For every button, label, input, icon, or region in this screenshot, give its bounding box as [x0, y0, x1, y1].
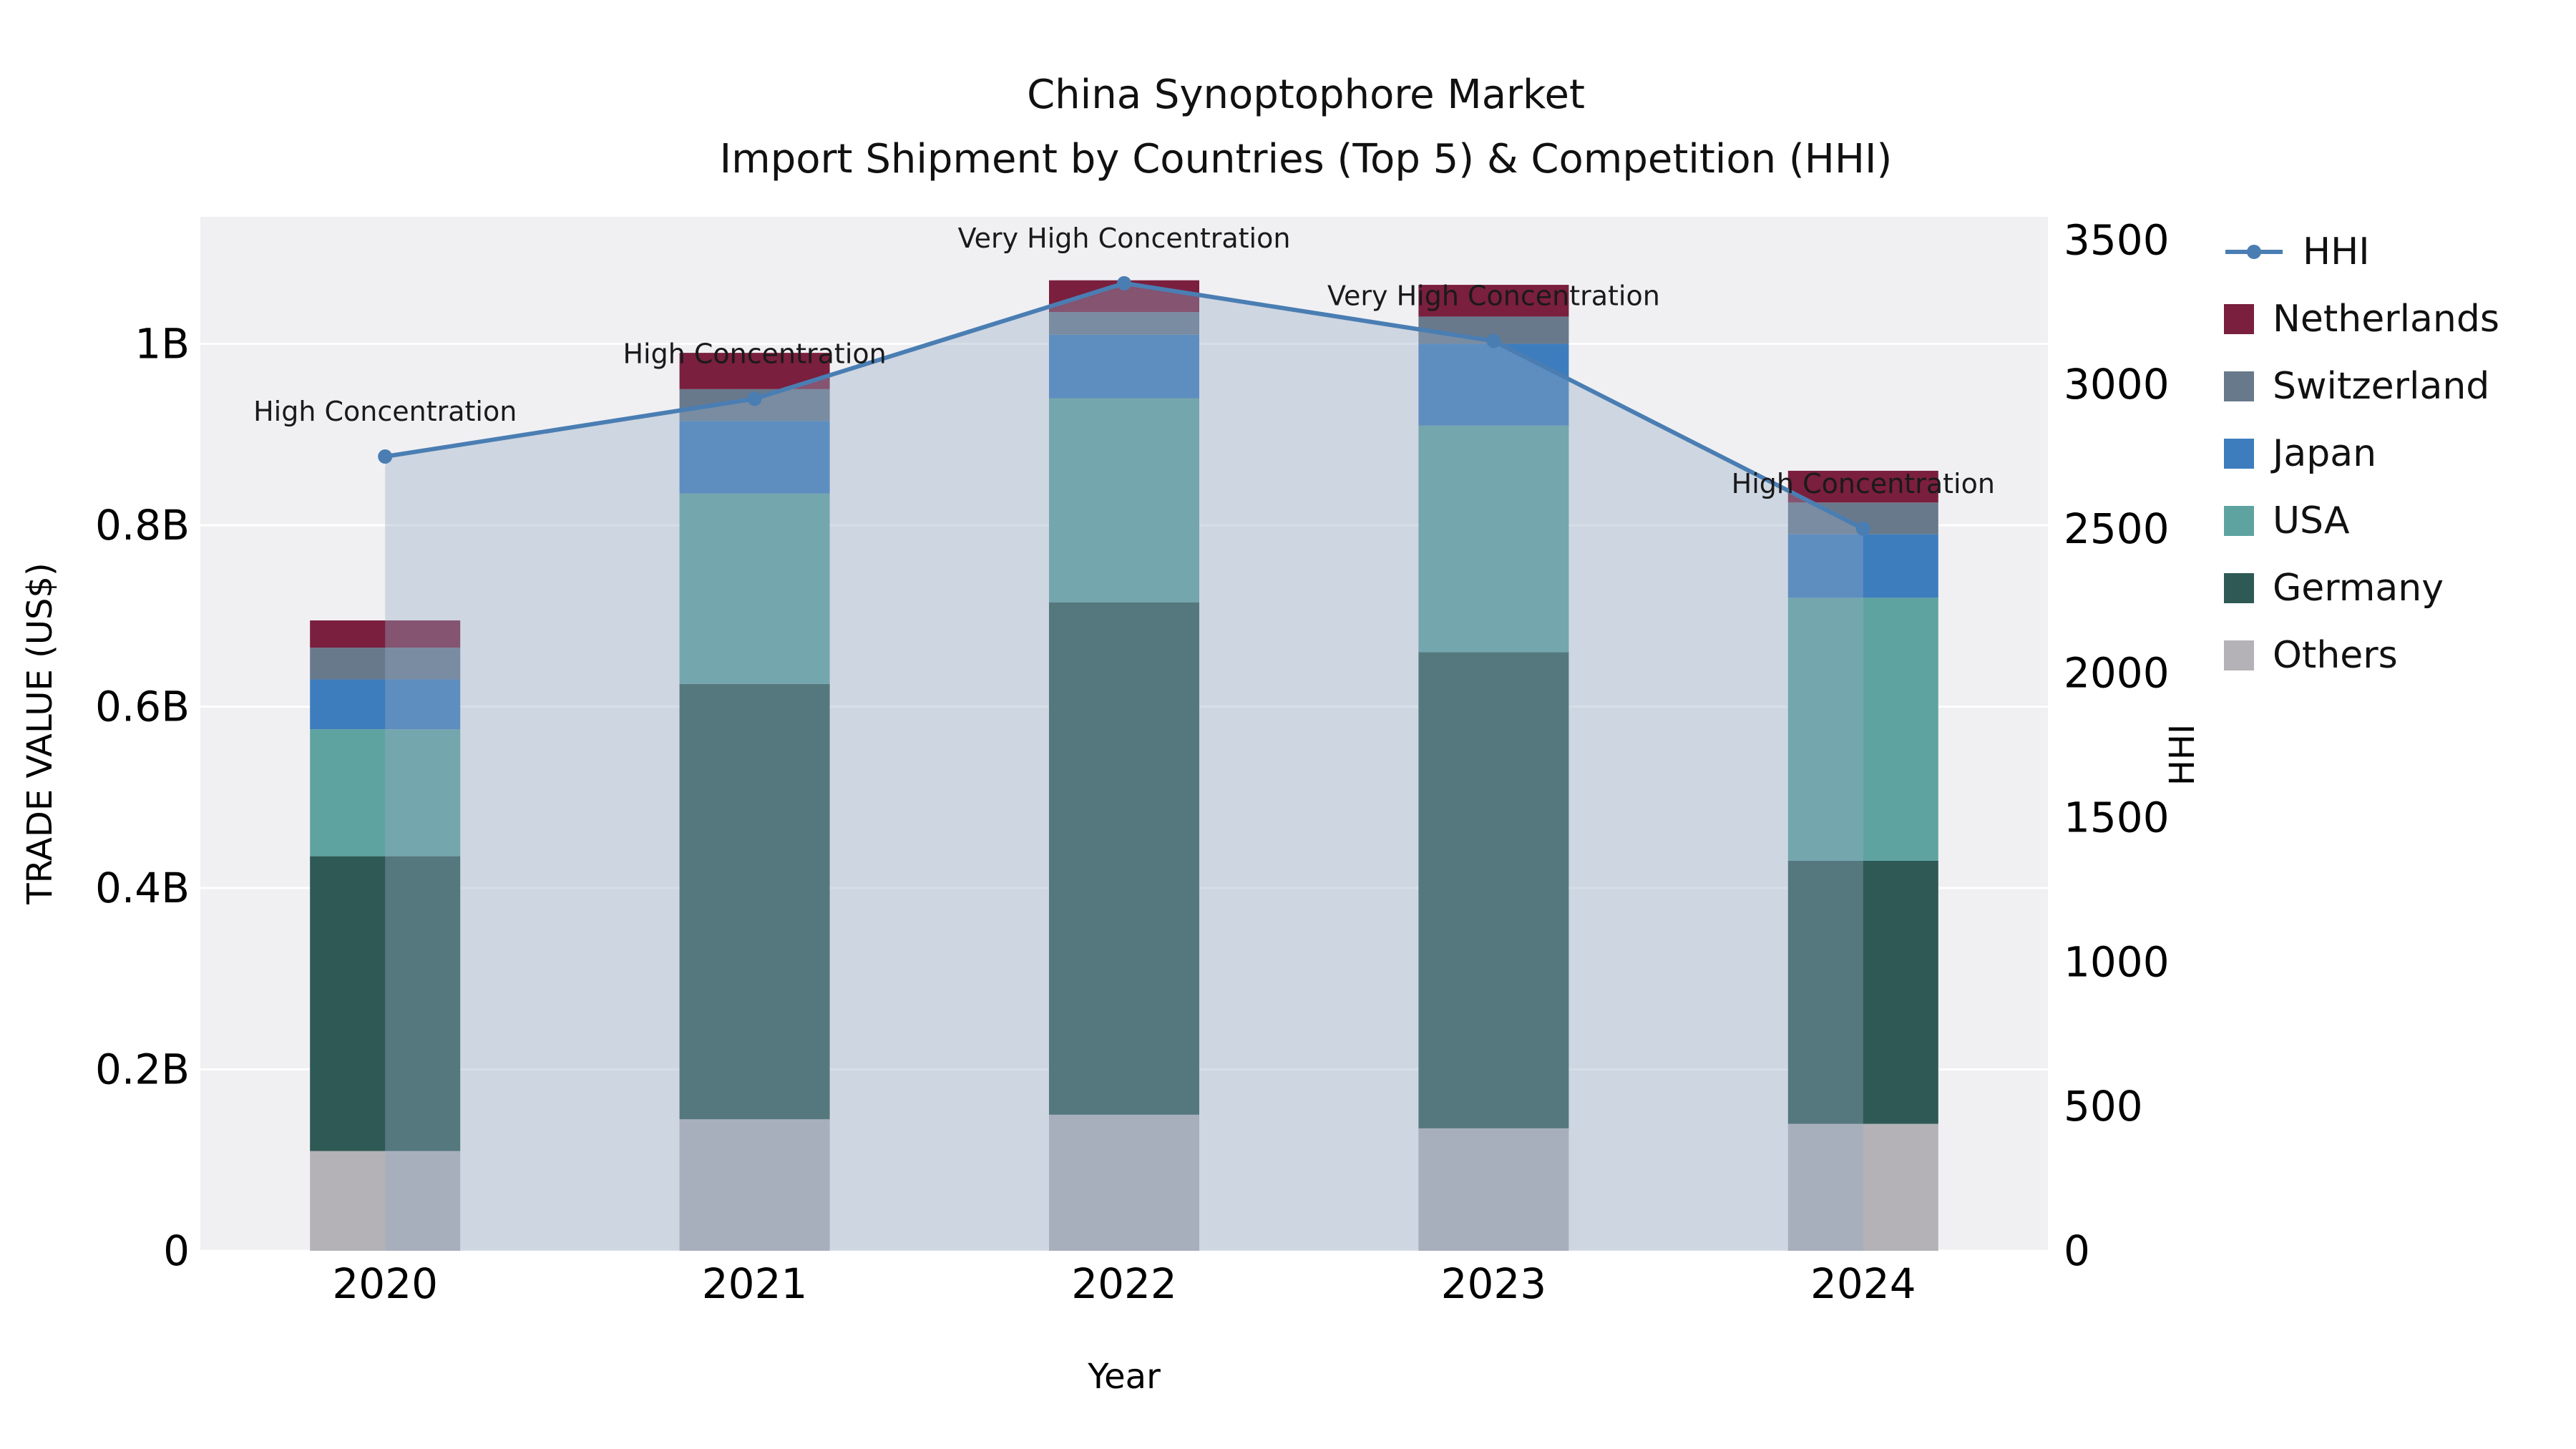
legend-label: Germany: [2273, 567, 2444, 610]
bar-segment-2024-japan: [1787, 534, 1938, 598]
y-axis-title: TRADE VALUE (US$): [20, 562, 60, 904]
bar-segment-2022-usa: [1049, 398, 1199, 602]
legend-color-swatch: [2224, 439, 2254, 469]
legend-color-swatch: [2224, 506, 2254, 536]
x-tick-label-2021: 2021: [702, 1259, 808, 1308]
bar-segment-2020-usa: [310, 729, 461, 857]
y2-tick-label: 3000: [2064, 360, 2170, 409]
annotation-2022: Very High Concentration: [958, 223, 1291, 254]
chart-title: China Synoptophore Market Import Shipmen…: [683, 63, 1928, 191]
bar-segment-2020-germany: [310, 856, 461, 1151]
legend-label: Netherlands: [2273, 298, 2499, 341]
annotation-2024: High Concentration: [1732, 468, 1995, 499]
legend-line-swatch: [2225, 245, 2283, 259]
bar-segment-2024-netherlands: [1787, 470, 1938, 503]
y-tick-label: 0.8B: [95, 501, 190, 550]
legend-color-swatch: [2224, 640, 2254, 670]
legend-item-netherlands[interactable]: Netherlands: [2224, 298, 2499, 341]
bar-segment-2020-others: [310, 1151, 461, 1251]
bar-segment-2023-germany: [1418, 652, 1569, 1128]
chart-title-line1: China Synoptophore Market: [1027, 72, 1585, 118]
bar-segment-2022-germany: [1049, 602, 1199, 1115]
bar-segment-2023-japan: [1418, 343, 1569, 426]
annotation-2023: Very High Concentration: [1327, 280, 1660, 312]
y2-axis-title: HHI: [2162, 724, 2202, 786]
bar-segment-2023-netherlands: [1418, 285, 1569, 317]
hhi-marker-2023: [1486, 333, 1501, 348]
bar-segment-2024-others: [1787, 1123, 1938, 1251]
y2-tick-label: 0: [2064, 1226, 2090, 1275]
bar-segment-2020-switzerland: [310, 648, 461, 680]
y2-tick-label: 1500: [2064, 794, 2170, 842]
legend-item-germany[interactable]: Germany: [2224, 567, 2499, 610]
x-tick-label-2022: 2022: [1071, 1259, 1177, 1308]
hhi-marker-2020: [378, 449, 393, 464]
legend-item-switzerland[interactable]: Switzerland: [2224, 365, 2499, 408]
x-tick-label-2020: 2020: [332, 1259, 438, 1308]
bar-segment-2020-japan: [310, 679, 461, 730]
hhi-area-fill: [385, 283, 1863, 1251]
bar-segment-2020-netherlands: [310, 620, 461, 648]
annotation-2021: High Concentration: [623, 338, 886, 369]
legend-label: HHI: [2303, 230, 2370, 273]
y-tick-label: 0: [163, 1226, 190, 1275]
y2-tick-label: 2000: [2064, 649, 2170, 698]
bar-segment-2023-usa: [1418, 425, 1569, 653]
bar-segment-2022-japan: [1049, 334, 1199, 399]
legend-label: USA: [2273, 499, 2350, 542]
y-tick-label: 0.6B: [95, 682, 190, 731]
y-tick-label: 1B: [135, 319, 190, 368]
bar-segment-2022-switzerland: [1049, 312, 1199, 335]
x-axis-title: Year: [1087, 1357, 1161, 1397]
y-tick-label: 0.2B: [95, 1045, 190, 1093]
y2-tick-label: 3500: [2064, 215, 2170, 264]
bar-segment-2024-usa: [1787, 597, 1938, 861]
y2-tick-label: 500: [2064, 1082, 2143, 1131]
legend-label: Japan: [2273, 432, 2377, 475]
bar-segment-2021-germany: [679, 683, 830, 1120]
legend-color-swatch: [2224, 371, 2254, 401]
bar-segment-2023-others: [1418, 1128, 1569, 1251]
y2-tick-label: 2500: [2064, 504, 2170, 553]
bar-segment-2024-germany: [1787, 860, 1938, 1124]
bar-segment-2021-japan: [679, 421, 830, 494]
legend-label: Others: [2273, 634, 2398, 677]
legend-item-others[interactable]: Others: [2224, 634, 2499, 677]
hhi-marker-2021: [747, 391, 762, 406]
legend-item-japan[interactable]: Japan: [2224, 432, 2499, 475]
legend: HHI Netherlands Switzerland Japan USA Germany…: [2224, 230, 2499, 677]
legend-item-hhi[interactable]: HHI: [2224, 230, 2499, 273]
x-tick-label-2024: 2024: [1810, 1259, 1916, 1308]
x-tick-label-2023: 2023: [1441, 1259, 1547, 1308]
annotation-2020: High Concentration: [253, 396, 517, 427]
hhi-marker-2024: [1855, 521, 1870, 536]
chart-title-line2: Import Shipment by Countries (Top 5) & C…: [719, 135, 1893, 182]
legend-label: Switzerland: [2273, 365, 2490, 408]
bar-segment-2022-others: [1049, 1114, 1199, 1251]
bar-segment-2021-others: [679, 1119, 830, 1251]
legend-item-usa[interactable]: USA: [2224, 499, 2499, 542]
y2-tick-label: 1000: [2064, 937, 2170, 986]
hhi-marker-2022: [1117, 275, 1131, 291]
y-tick-label: 0.4B: [95, 864, 190, 912]
bar-segment-2021-usa: [679, 493, 830, 684]
legend-color-swatch: [2224, 573, 2254, 603]
legend-color-swatch: [2224, 304, 2254, 334]
